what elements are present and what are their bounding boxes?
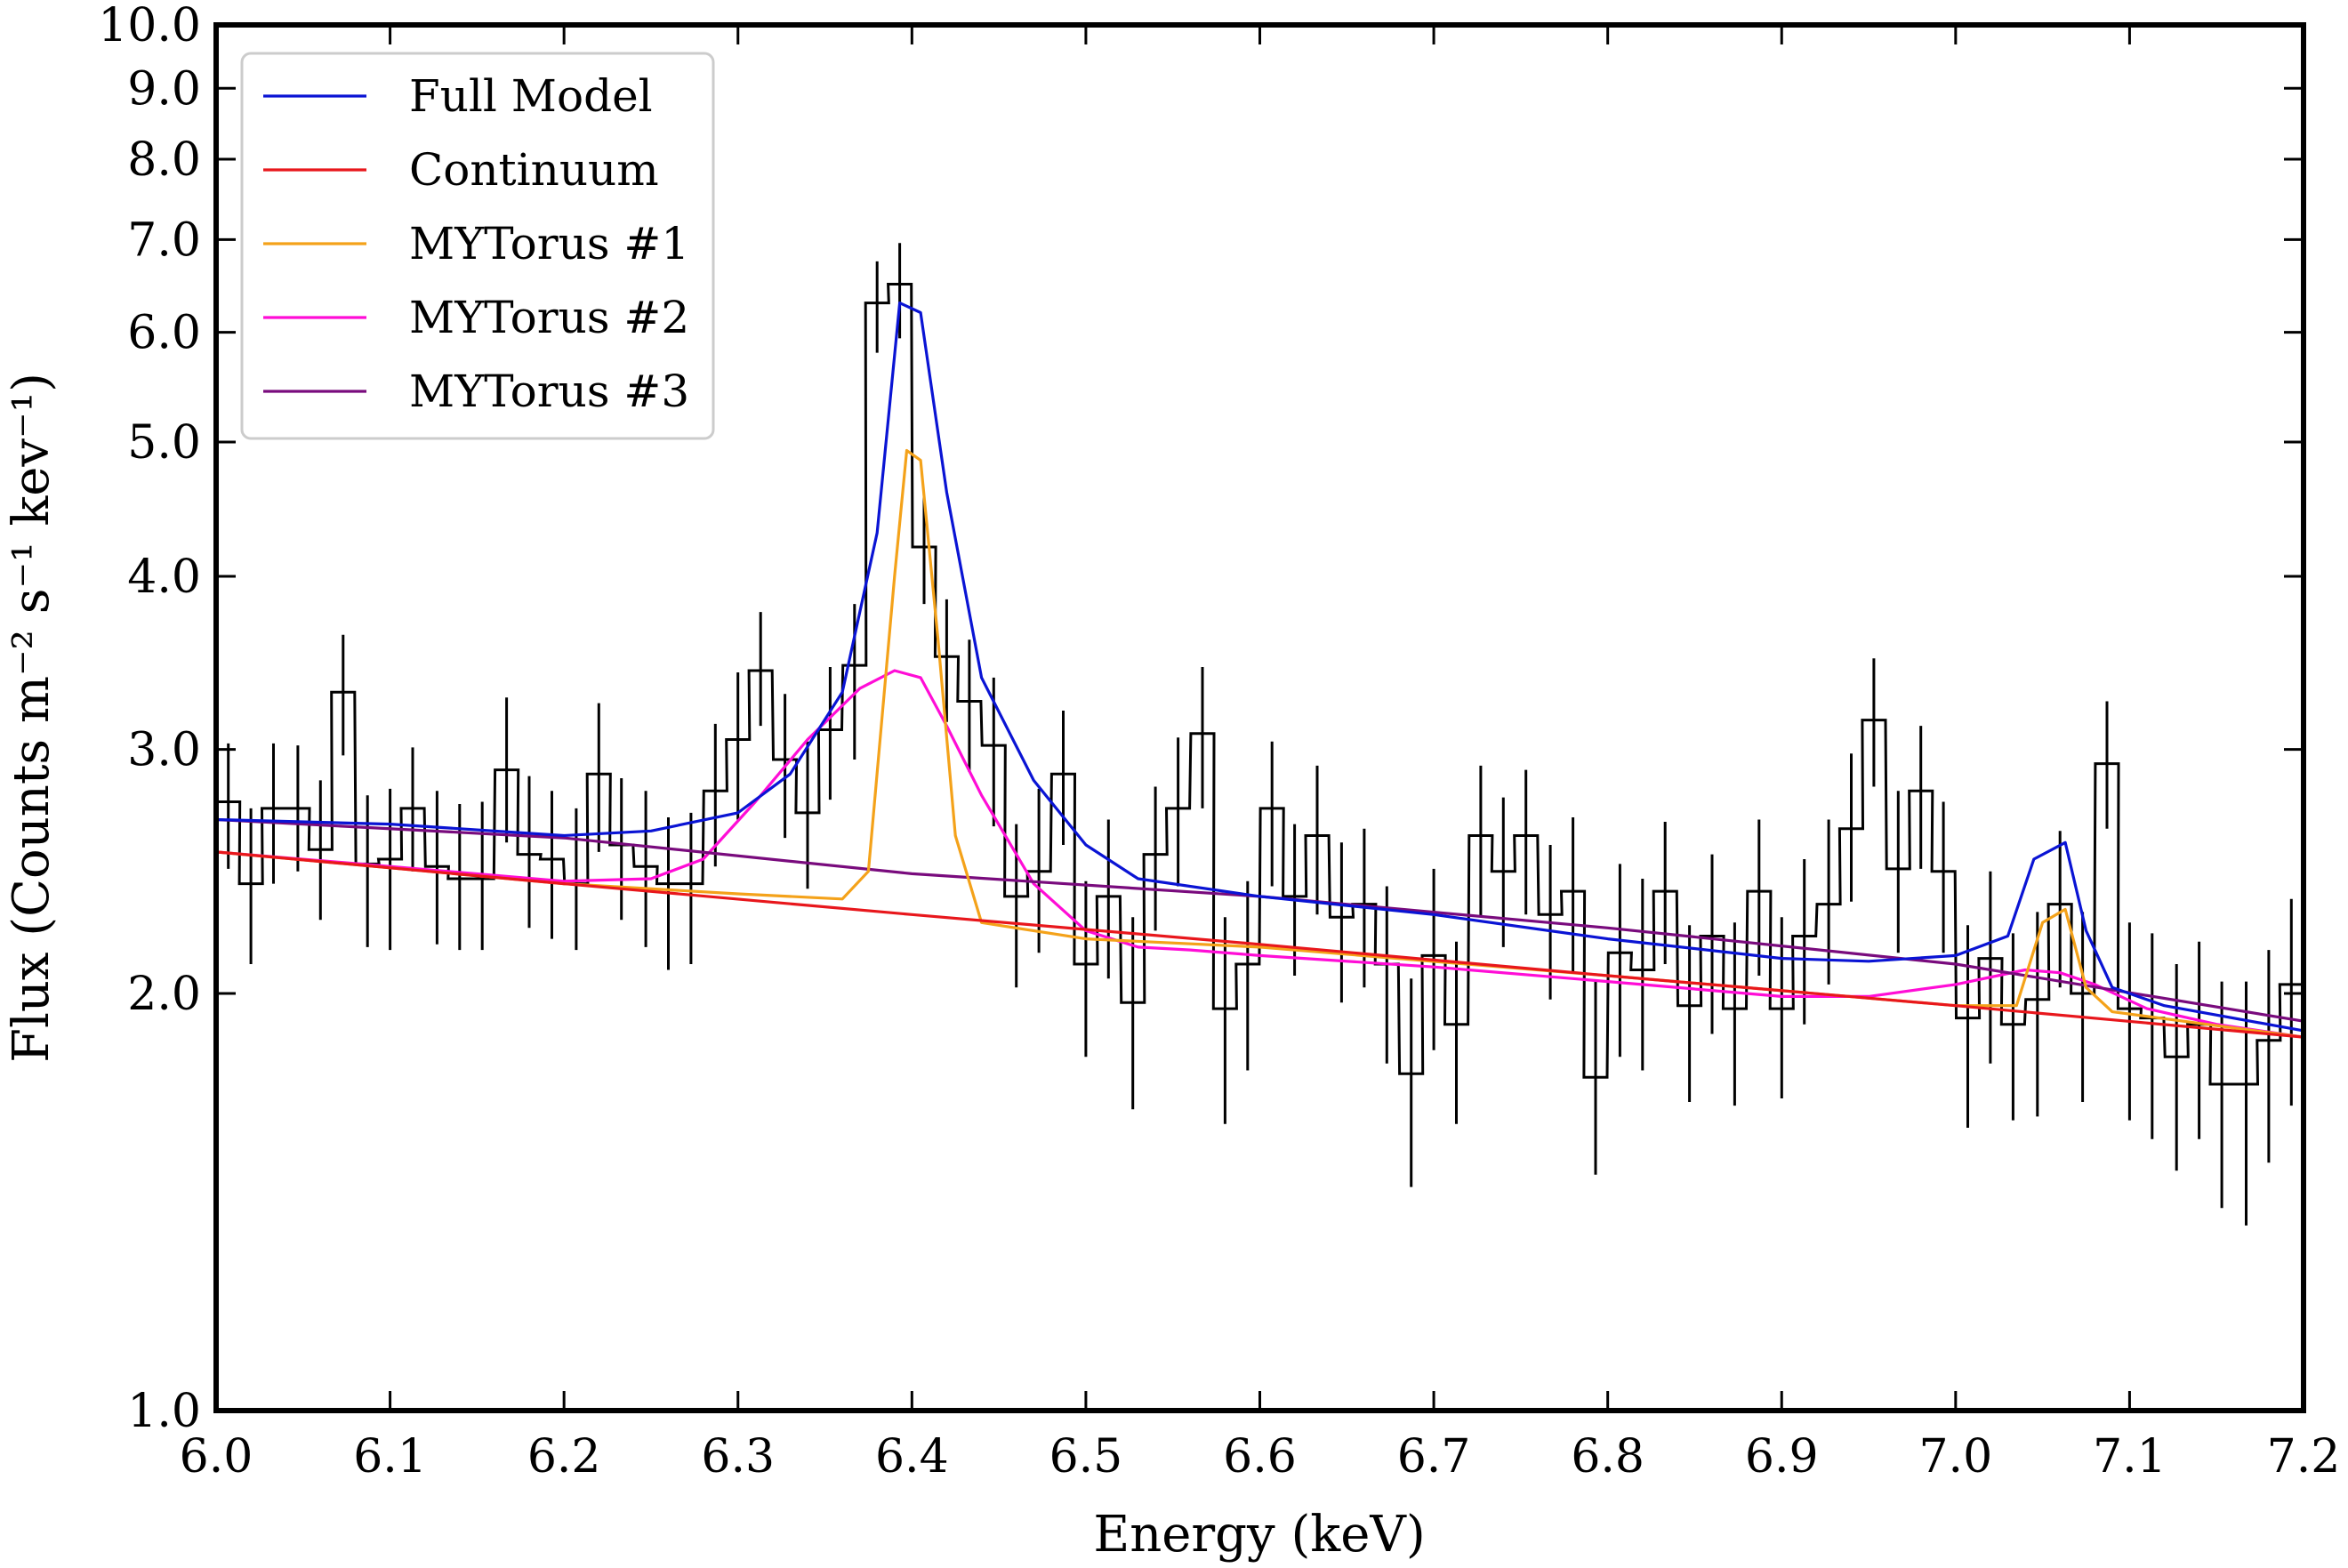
- plot-area: [215, 243, 2304, 1226]
- legend-label: Continuum: [409, 144, 659, 196]
- x-tick-label: 6.8: [1571, 1430, 1644, 1484]
- y-axis: 1.0 2.0 3.0 4.0 5.0 6.0 7.0 8.0 9.0 10.0: [98, 0, 2304, 1438]
- y-tick-label: 6.0: [127, 307, 201, 360]
- x-tick-label: 6.7: [1397, 1430, 1471, 1484]
- x-tick-label: 6.4: [875, 1430, 949, 1484]
- x-tick-label: 7.1: [2093, 1430, 2167, 1484]
- x-axis-label: Energy (keV): [1093, 1506, 1425, 1564]
- x-tick-label: 6.2: [527, 1430, 601, 1484]
- x-tick-label: 6.9: [1745, 1430, 1819, 1484]
- x-tick-label: 6.1: [353, 1430, 427, 1484]
- x-axis: 6.0 6.1 6.2 6.3 6.4 6.5 6.6 6.7 6.8 6.9 7.0 7.1 7.2: [180, 25, 2341, 1484]
- data-histogram: [216, 283, 2304, 1086]
- legend: Full Model Continuum MYTorus #1 MYTorus #2 M…: [240, 52, 715, 440]
- y-tick-label: 7.0: [127, 213, 201, 267]
- legend-box: [240, 52, 715, 440]
- series-line-mytorus-1: [215, 448, 2304, 1039]
- x-tick-label: 7.0: [1918, 1430, 1992, 1484]
- legend-label: Full Model: [409, 70, 653, 122]
- y-tick-label: 3.0: [127, 724, 201, 777]
- x-tick-label: 7.2: [2267, 1430, 2341, 1484]
- series-line-continuum: [215, 850, 2304, 1039]
- legend-label: MYTorus #2: [409, 292, 689, 343]
- y-tick-label: 10.0: [98, 0, 201, 52]
- x-tick-label: 6.6: [1223, 1430, 1297, 1484]
- y-tick-label: 4.0: [127, 551, 201, 604]
- legend-label: MYTorus #3: [409, 366, 689, 417]
- legend-label: MYTorus #1: [409, 218, 689, 269]
- y-axis-label: Flux (Counts m⁻² s⁻¹ kev⁻¹): [3, 373, 60, 1063]
- y-tick-label: 5.0: [127, 416, 201, 470]
- series-line-full-model: [215, 302, 2304, 1033]
- y-tick-label: 8.0: [127, 133, 201, 187]
- x-tick-label: 6.5: [1049, 1430, 1123, 1484]
- y-tick-label: 9.0: [127, 62, 201, 116]
- x-tick-label: 6.3: [701, 1430, 775, 1484]
- x-tick-label: 6.0: [180, 1430, 253, 1484]
- y-tick-label: 1.0: [127, 1385, 201, 1438]
- y-tick-label: 2.0: [127, 968, 201, 1021]
